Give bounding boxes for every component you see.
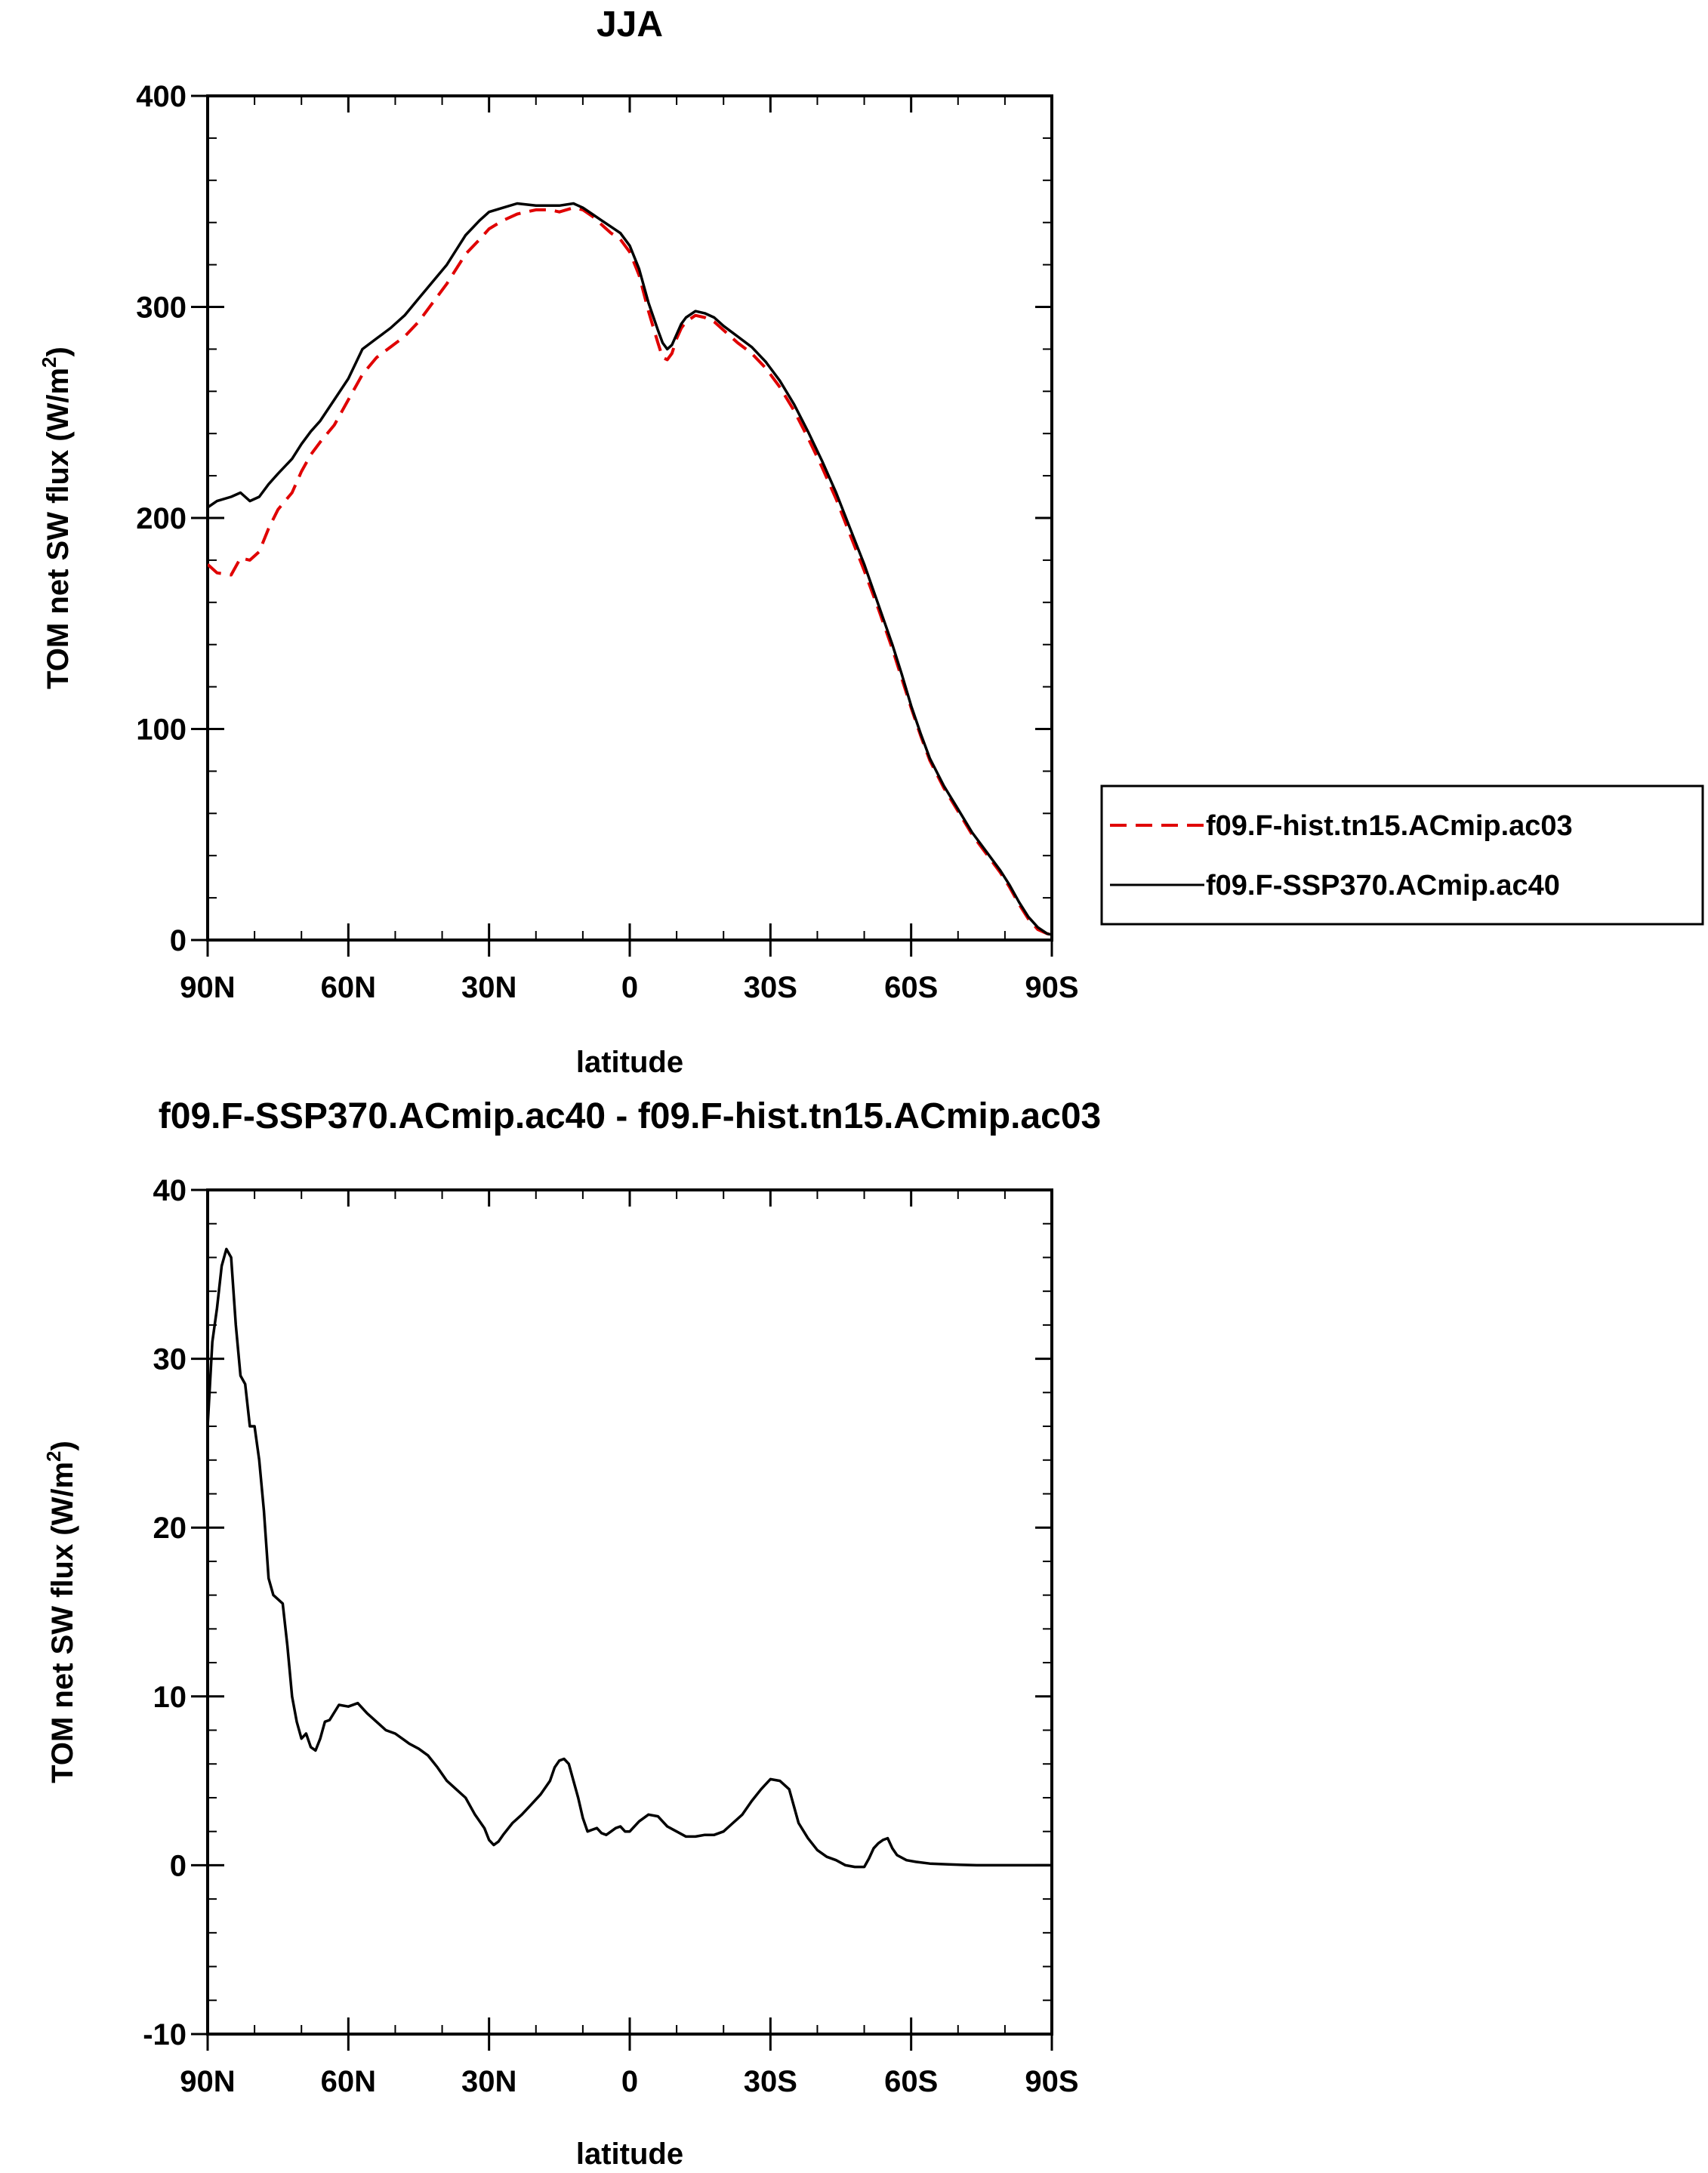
x-tick-label: 90S (1025, 2065, 1078, 2098)
bottom-y-tick-labels: -10 0 10 20 30 40 (143, 1174, 187, 2051)
x-tick-label: 90S (1025, 971, 1078, 1004)
series-line-ssp370-solid (208, 202, 1052, 936)
x-tick-label: 60N (321, 971, 376, 1004)
y-tick-label: 100 (136, 714, 187, 747)
x-tick-label: 90N (180, 971, 235, 1004)
top-y-axis-label-main: TOM net SW flux (W/m (42, 368, 75, 689)
bottom-y-axis-label-close: ) (46, 1441, 79, 1450)
bottom-y-axis-label-main: TOM net SW flux (W/m (46, 1462, 79, 1783)
x-tick-label: 30N (461, 2065, 516, 2098)
legend-label-ssp370: f09.F-SSP370.ACmip.ac40 (1206, 870, 1560, 902)
x-tick-label: 90N (180, 2065, 235, 2098)
top-y-axis-label: TOM net SW flux (W/m2) (38, 347, 75, 689)
panel-top-chart: JJA 0 100 200 300 400 90N 60N 30N 0 30S 60S 90S la… (38, 5, 1704, 1079)
x-tick-label: 60S (884, 971, 938, 1004)
x-tick-label: 0 (621, 971, 638, 1004)
x-tick-label: 0 (621, 2065, 638, 2098)
top-x-ticks (206, 96, 1053, 957)
y-tick-label: 300 (136, 291, 187, 325)
x-tick-label: 30S (744, 2065, 797, 2098)
legend-box (1100, 784, 1704, 926)
panel-bottom-chart: f09.F-SSP370.ACmip.ac40 - f09.F-hist.tn1… (42, 1096, 1101, 2171)
bottom-series-group (208, 1247, 1052, 1869)
x-tick-label: 30S (744, 971, 797, 1004)
y-tick-label: 0 (170, 1849, 187, 1882)
top-x-tick-labels: 90N 60N 30N 0 30S 60S 90S (180, 971, 1078, 1004)
top-y-ticks (191, 94, 1052, 942)
y-tick-label: 0 (170, 924, 187, 957)
bottom-y-axis-label: TOM net SW flux (W/m2) (42, 1441, 79, 1783)
y-tick-label: 200 (136, 502, 187, 535)
top-series-group (208, 202, 1052, 937)
bottom-x-ticks (206, 1190, 1053, 2051)
top-chart-title: JJA (597, 5, 663, 45)
top-x-axis-label: latitude (576, 1046, 683, 1079)
top-plot-frame (206, 94, 1053, 942)
legend: f09.F-hist.tn15.ACmip.ac03 f09.F-SSP370.… (1100, 784, 1704, 926)
y-tick-label: 10 (153, 1681, 187, 1714)
bottom-x-tick-labels: 90N 60N 30N 0 30S 60S 90S (180, 2065, 1078, 2098)
legend-label-hist: f09.F-hist.tn15.ACmip.ac03 (1206, 810, 1573, 842)
x-tick-label: 30N (461, 971, 516, 1004)
series-line-hist-dashed (208, 206, 1052, 937)
y-tick-label: 30 (153, 1343, 187, 1376)
bottom-plot-frame (206, 1188, 1053, 2036)
series-line-difference (208, 1247, 1052, 1869)
y-tick-label: 20 (153, 1512, 187, 1545)
y-tick-label: -10 (143, 2018, 187, 2051)
bottom-y-ticks (191, 1188, 1052, 2036)
y-tick-label: 40 (153, 1174, 187, 1207)
bottom-x-axis-label: latitude (576, 2138, 683, 2171)
bottom-y-axis-label-sup: 2 (42, 1450, 65, 1461)
top-y-tick-labels: 0 100 200 300 400 (136, 80, 187, 957)
top-y-axis-label-close: ) (42, 347, 75, 356)
top-y-axis-label-sup: 2 (38, 356, 60, 367)
y-tick-label: 400 (136, 80, 187, 113)
bottom-chart-title: f09.F-SSP370.ACmip.ac40 - f09.F-hist.tn1… (159, 1096, 1101, 1136)
x-tick-label: 60N (321, 2065, 376, 2098)
x-tick-label: 60S (884, 2065, 938, 2098)
